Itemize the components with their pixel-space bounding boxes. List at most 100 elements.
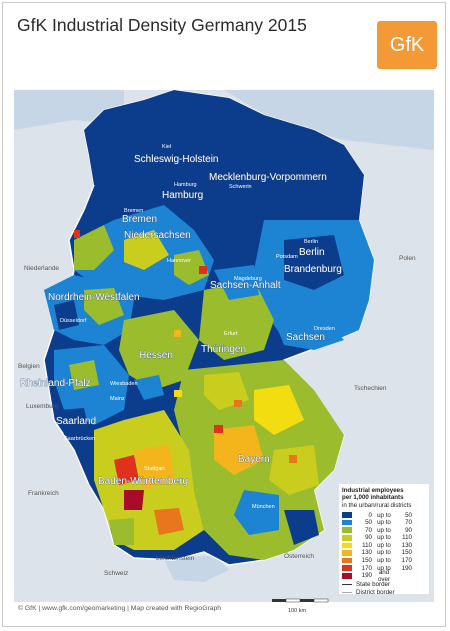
legend-sep: up to <box>377 526 391 534</box>
muenchen-area <box>234 490 279 535</box>
oberpfalz-area <box>254 385 304 435</box>
label-sachsen-anhalt: Sachsen-Anhalt <box>210 280 281 291</box>
legend-title-1: Industrial employees <box>342 487 404 494</box>
city-saarbruecken: Saarbrücken <box>64 436 95 442</box>
legend-low: 90 <box>365 534 372 542</box>
brandenburg-core <box>284 235 344 290</box>
logo-text: GfK <box>389 34 425 56</box>
country-polen: Polen <box>399 255 416 262</box>
legend-high: 110 <box>402 534 412 542</box>
legend-low: 70 <box>365 526 372 534</box>
scale-segment <box>272 599 286 602</box>
city-berlin: Berlin <box>304 239 318 245</box>
legend-sep: and over <box>377 568 391 583</box>
legend-swatch <box>342 542 352 549</box>
sachsen-region <box>274 320 344 350</box>
legend-sep: up to <box>377 541 391 549</box>
map-legend: Industrial employees per 1,000 inhabitan… <box>339 484 429 596</box>
niederbayern-area <box>269 445 319 495</box>
sachsen-anhalt-south <box>214 265 259 300</box>
label-rheinland-pfalz: Rheinland-Pfalz <box>20 378 91 389</box>
tuttlingen-area <box>154 508 184 535</box>
weser-area <box>124 230 169 270</box>
legend-high: 150 <box>401 549 412 557</box>
pforzheim-area <box>114 455 139 485</box>
lake-constance <box>164 555 229 582</box>
legend-high: 90 <box>405 526 412 534</box>
city-dresden: Dresden <box>314 326 335 332</box>
legend-sep: up to <box>377 564 391 572</box>
city-bremen: Bremen <box>124 208 143 214</box>
emsland-area <box>74 225 114 270</box>
alpen-area <box>284 510 319 545</box>
schwarzwald-hotspot <box>124 490 144 510</box>
legend-subtitle: in the urban/rural districts <box>342 501 412 509</box>
label-saarland: Saarland <box>56 416 96 427</box>
legend-high: 130 <box>401 541 412 549</box>
city-duesseldorf: Düsseldorf <box>60 318 87 324</box>
country-belgien: Belgien <box>18 363 40 370</box>
legend-high: 190 <box>401 564 412 572</box>
city-stuttgart: Stuttgart <box>144 466 165 472</box>
legend-sep: up to <box>377 557 391 565</box>
scale-segment <box>285 598 301 603</box>
label-baden-wuerttemberg: Baden-Württemberg <box>98 476 188 487</box>
legend-low: 0 <box>368 511 372 519</box>
legend-row: 50 up to 70 <box>342 519 426 527</box>
stuttgart-area <box>134 445 174 490</box>
legend-swatch <box>342 519 352 526</box>
main-hotspot <box>174 390 182 397</box>
legend-swatch <box>342 550 352 556</box>
label-sachsen: Sachsen <box>286 332 325 343</box>
legend-row: 0 up to 50 <box>342 511 426 519</box>
label-bayern: Bayern <box>238 454 270 465</box>
legend-row: 190 and over <box>342 568 426 583</box>
city-hannover: Hannover <box>167 258 191 264</box>
ruhr-area <box>54 300 79 330</box>
city-erfurt: Erfurt <box>224 331 238 337</box>
scale-label: 100 km <box>288 608 307 614</box>
city-mainz: Mainz <box>110 396 125 402</box>
ingolstadt-area <box>214 425 264 475</box>
district-border-line <box>342 591 352 593</box>
baltic-sea <box>224 90 434 150</box>
legend-row: 70 up to 90 <box>342 526 426 534</box>
label-schleswig-holstein: Schleswig-Holstein <box>134 154 218 165</box>
label-hessen: Hessen <box>139 350 173 361</box>
legend-row: 90 up to 110 <box>342 534 426 542</box>
north-region <box>84 90 364 220</box>
country-tschechien: Tschechien <box>354 385 387 392</box>
country-frankreich: Frankreich <box>28 490 59 497</box>
city-hamburg: Hamburg <box>174 182 197 188</box>
legend-row: 170 up to 190 <box>342 564 426 572</box>
legend-swatch <box>342 573 352 579</box>
city-muenchen: München <box>252 504 275 510</box>
legend-swatch <box>342 512 352 518</box>
country-oesterreich: Österreich <box>284 552 314 560</box>
legend-low: 130 <box>361 549 372 557</box>
label-nordrhein-westfalen: Nordrhein-Westfalen <box>48 292 140 303</box>
city-wiesbaden: Wiesbaden <box>110 381 138 387</box>
city-kiel: Kiel <box>162 144 171 150</box>
eifel-area <box>69 360 99 390</box>
legend-high: 170 <box>401 557 412 565</box>
legend-swatch <box>342 527 352 533</box>
city-schwerin: Schwerin <box>229 184 252 190</box>
legend-swatch <box>342 557 352 564</box>
franken-hotspot <box>234 400 242 407</box>
legend-district-border: District border <box>342 589 426 596</box>
legend-state-border: State border <box>342 581 426 588</box>
label-berlin: Berlin <box>299 247 325 258</box>
footer-credit: © GfK | www.gfk.com/geomarketing | Map c… <box>18 605 222 612</box>
legend-swatch <box>342 535 352 541</box>
legend-row: 110 up to 130 <box>342 542 426 550</box>
state-border-label: State border <box>356 580 391 588</box>
wolfsburg-hotspot <box>199 266 207 274</box>
legend-sep: up to <box>377 549 391 557</box>
country-niederlande: Niederlande <box>24 265 59 272</box>
map-title: GfK Industrial Density Germany 2015 <box>17 15 307 35</box>
gfk-logo: GfK <box>377 21 437 69</box>
legend-high: 50 <box>405 511 412 519</box>
emden-hotspot <box>74 230 80 238</box>
dingolfing-hotspot <box>289 455 297 463</box>
